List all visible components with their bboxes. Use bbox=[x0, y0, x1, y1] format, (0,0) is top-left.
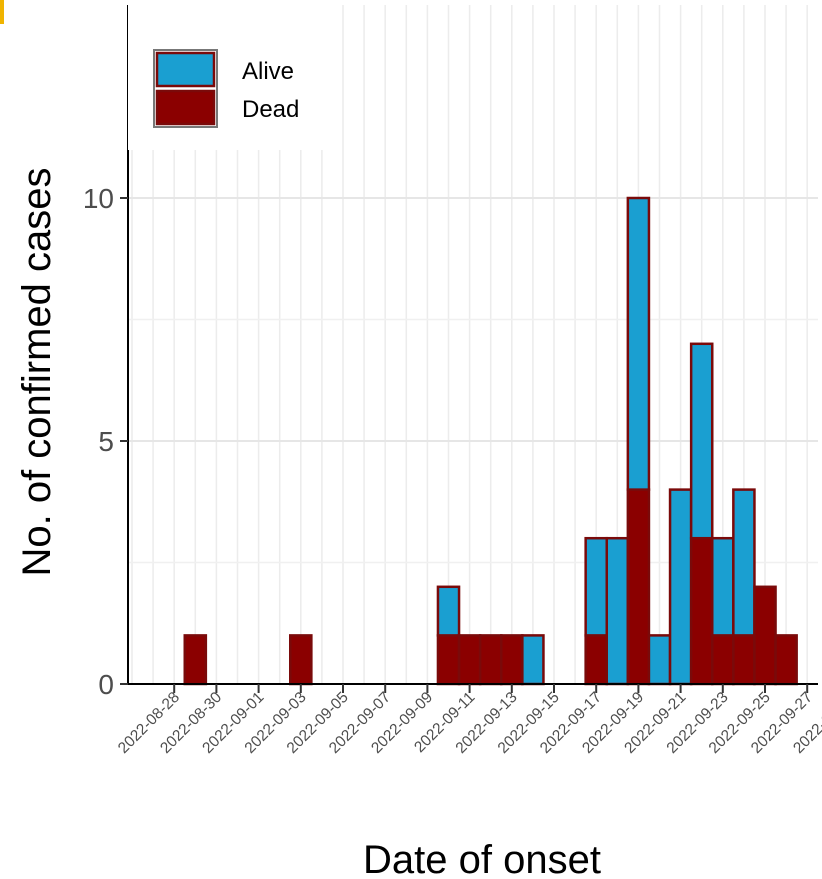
bar-dead-2022-09-19 bbox=[626, 488, 651, 686]
legend-label-dead: Dead bbox=[242, 96, 299, 123]
bar-alive-2022-09-10 bbox=[436, 585, 461, 637]
bar-dead-2022-09-26 bbox=[774, 634, 798, 686]
bar-alive-2022-09-19 bbox=[626, 196, 651, 491]
corner-mark bbox=[0, 0, 4, 24]
bar-dead-2022-09-12 bbox=[478, 634, 503, 686]
legend-swatch-alive bbox=[155, 51, 216, 88]
bar-dead-2022-09-11 bbox=[457, 634, 482, 686]
x-axis-title: Date of onset bbox=[363, 838, 601, 879]
bar-alive-2022-09-17 bbox=[584, 536, 609, 637]
y-tick-label: 10 bbox=[83, 183, 114, 214]
bar-alive-2022-09-21 bbox=[668, 488, 693, 686]
bar-dead-2022-09-10 bbox=[436, 634, 461, 686]
y-tick-label: 0 bbox=[98, 669, 114, 700]
y-axis-title: No. of confirmed cases bbox=[15, 167, 59, 576]
bar-alive-2022-09-20 bbox=[647, 634, 672, 686]
bar-dead-2022-09-23 bbox=[711, 634, 735, 686]
legend-swatch-dead bbox=[155, 89, 216, 126]
bar-dead-2022-09-13 bbox=[500, 634, 524, 686]
bar-dead-2022-09-25 bbox=[753, 585, 777, 686]
bar-alive-2022-09-14 bbox=[521, 634, 545, 686]
legend-key-border bbox=[153, 49, 218, 128]
y-tick-label: 5 bbox=[98, 426, 114, 457]
bar-dead-2022-09-03 bbox=[289, 634, 313, 686]
bar-alive-2022-09-24 bbox=[732, 488, 756, 637]
bar-dead-2022-09-17 bbox=[584, 634, 609, 686]
bar-alive-2022-09-18 bbox=[605, 536, 630, 686]
bar-dead-2022-08-29 bbox=[183, 634, 208, 686]
legend-label-alive: Alive bbox=[242, 58, 294, 85]
bar-alive-2022-09-22 bbox=[689, 342, 714, 540]
bar-alive-2022-09-23 bbox=[711, 536, 735, 637]
legend: Alive Dead bbox=[0, 0, 342, 150]
bar-dead-2022-09-24 bbox=[732, 634, 756, 686]
bars bbox=[183, 196, 798, 686]
bar-dead-2022-09-22 bbox=[689, 536, 714, 686]
